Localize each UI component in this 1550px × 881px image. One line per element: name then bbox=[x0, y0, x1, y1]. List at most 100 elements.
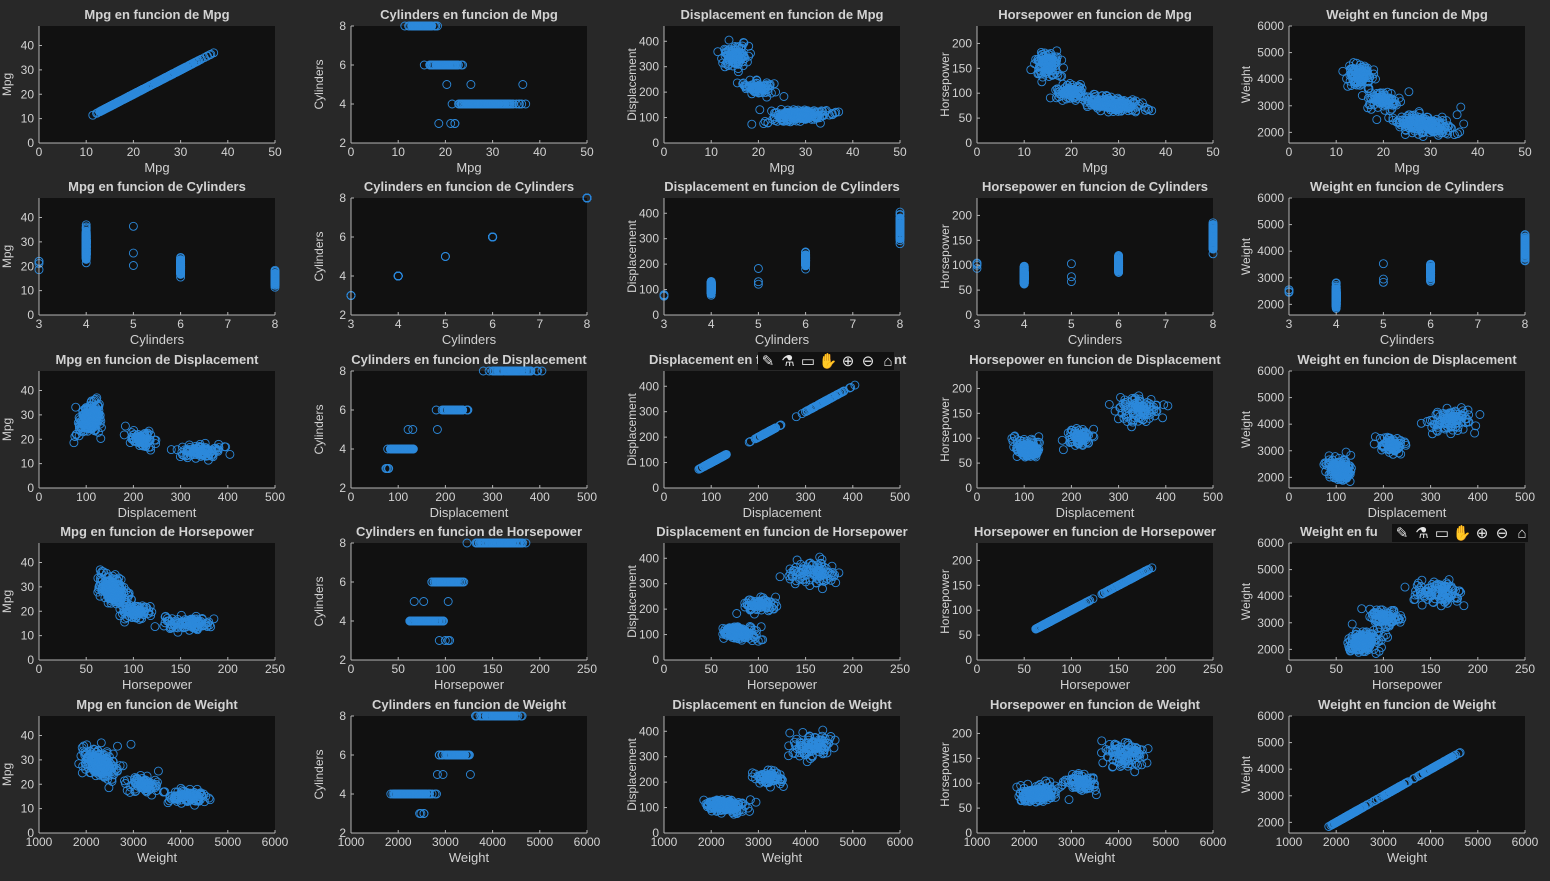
x-tick-label: 3 bbox=[661, 317, 668, 331]
axes-area[interactable] bbox=[351, 371, 587, 488]
x-tick-label: 7 bbox=[1474, 317, 1481, 331]
subplot-title: Mpg en funcion de Mpg bbox=[84, 7, 229, 22]
x-tick-label: 3 bbox=[36, 317, 43, 331]
axes-area[interactable] bbox=[1289, 198, 1525, 315]
x-tick-label: 6 bbox=[489, 317, 496, 331]
scatter-points bbox=[88, 48, 219, 120]
x-tick-label: 5 bbox=[1380, 317, 1387, 331]
x-tick-label: 5 bbox=[1068, 317, 1075, 331]
axes-area[interactable] bbox=[39, 371, 275, 488]
x-tick-label: 4 bbox=[1021, 317, 1028, 331]
x-tick-label: 40 bbox=[1471, 145, 1485, 159]
x-tick-label: 7 bbox=[224, 317, 231, 331]
x-axis-label: Cylinders bbox=[442, 332, 497, 347]
scatter-point bbox=[206, 49, 216, 59]
scatter-point bbox=[517, 99, 527, 109]
axes-area[interactable] bbox=[664, 26, 900, 143]
x-tick-label: 40 bbox=[221, 145, 235, 159]
y-tick-label: 20 bbox=[21, 87, 35, 101]
y-tick-label: 100 bbox=[952, 258, 972, 272]
y-tick-label: 10 bbox=[21, 284, 35, 298]
x-axis-label: Mpg bbox=[1394, 160, 1419, 175]
x-axis-label: Mpg bbox=[144, 160, 169, 175]
x-axis-label: Cylinders bbox=[755, 332, 810, 347]
subplot-title: Mpg en funcion de Displacement bbox=[56, 352, 260, 367]
subplot-title: Displacement en funcion de Mpg bbox=[681, 7, 884, 22]
x-tick-label: 8 bbox=[272, 317, 279, 331]
y-tick-label: 20 bbox=[21, 432, 35, 446]
x-tick-label: 100 bbox=[76, 490, 96, 504]
x-tick-label: 0 bbox=[36, 145, 43, 159]
y-axis-label: Cylinders bbox=[312, 231, 326, 281]
x-tick-label: 50 bbox=[893, 145, 907, 159]
axes-area[interactable] bbox=[39, 198, 275, 315]
axes-area[interactable] bbox=[351, 26, 587, 143]
y-axis-label: Displacement bbox=[625, 219, 639, 292]
y-tick-label: 100 bbox=[639, 111, 659, 125]
x-tick-label: 200 bbox=[123, 490, 143, 504]
y-tick-label: 0 bbox=[27, 136, 34, 150]
x-tick-label: 8 bbox=[897, 317, 904, 331]
y-tick-label: 30 bbox=[21, 408, 35, 422]
x-tick-label: 20 bbox=[1065, 145, 1079, 159]
y-tick-label: 4 bbox=[339, 269, 346, 283]
x-tick-label: 3 bbox=[348, 317, 355, 331]
x-tick-label: 10 bbox=[1018, 145, 1032, 159]
scatter-point bbox=[154, 76, 164, 86]
axes-area[interactable] bbox=[977, 26, 1213, 143]
y-axis-label: Mpg bbox=[0, 245, 14, 268]
x-tick-label: 5 bbox=[755, 317, 762, 331]
x-tick-label: 20 bbox=[752, 145, 766, 159]
y-tick-label: 200 bbox=[952, 208, 972, 222]
y-tick-label: 40 bbox=[21, 39, 35, 53]
scatter-point bbox=[484, 99, 494, 109]
y-tick-label: 150 bbox=[952, 61, 972, 75]
x-tick-label: 30 bbox=[799, 145, 813, 159]
y-tick-label: 30 bbox=[21, 63, 35, 77]
x-tick-label: 0 bbox=[974, 145, 981, 159]
x-tick-label: 50 bbox=[1206, 145, 1220, 159]
scatter-point bbox=[490, 99, 500, 109]
axes-area[interactable] bbox=[664, 198, 900, 315]
scatter-point bbox=[488, 99, 498, 109]
axes-area[interactable] bbox=[977, 198, 1213, 315]
y-tick-label: 3000 bbox=[1257, 271, 1284, 285]
y-axis-label: Cylinders bbox=[312, 59, 326, 109]
scatter-point bbox=[500, 99, 510, 109]
scatter-point bbox=[188, 59, 198, 68]
y-tick-label: 6 bbox=[339, 58, 346, 72]
axes-area[interactable] bbox=[351, 198, 587, 315]
x-axis-label: Cylinders bbox=[1068, 332, 1123, 347]
subplot-title: Cylinders en funcion de Cylinders bbox=[364, 179, 574, 194]
x-tick-label: 20 bbox=[439, 145, 453, 159]
y-tick-label: 4000 bbox=[1257, 72, 1284, 86]
y-tick-label: 400 bbox=[639, 206, 659, 220]
y-axis-label: Mpg bbox=[0, 73, 14, 96]
y-tick-label: 200 bbox=[639, 257, 659, 271]
subplot-title: Displacement en funcion de Cylinders bbox=[664, 179, 900, 194]
y-tick-label: 40 bbox=[21, 384, 35, 398]
x-tick-label: 50 bbox=[1518, 145, 1532, 159]
y-axis-label: Weight bbox=[1239, 237, 1253, 275]
x-tick-label: 8 bbox=[584, 317, 591, 331]
x-tick-label: 4 bbox=[83, 317, 90, 331]
x-tick-label: 4 bbox=[395, 317, 402, 331]
scatter-point bbox=[138, 84, 148, 94]
scatter-point bbox=[514, 99, 524, 109]
x-tick-label: 40 bbox=[1159, 145, 1173, 159]
y-axis-label: Weight bbox=[1239, 65, 1253, 103]
x-tick-label: 30 bbox=[486, 145, 500, 159]
x-tick-label: 30 bbox=[174, 145, 188, 159]
y-tick-label: 10 bbox=[21, 112, 35, 126]
y-tick-label: 300 bbox=[639, 232, 659, 246]
y-tick-label: 200 bbox=[952, 36, 972, 50]
x-tick-label: 10 bbox=[80, 145, 94, 159]
x-tick-label: 8 bbox=[1210, 317, 1217, 331]
x-tick-label: 6 bbox=[177, 317, 184, 331]
y-tick-label: 0 bbox=[652, 308, 659, 322]
scatter-point bbox=[443, 60, 453, 70]
y-tick-label: 50 bbox=[959, 283, 973, 297]
x-tick-label: 7 bbox=[1162, 317, 1169, 331]
